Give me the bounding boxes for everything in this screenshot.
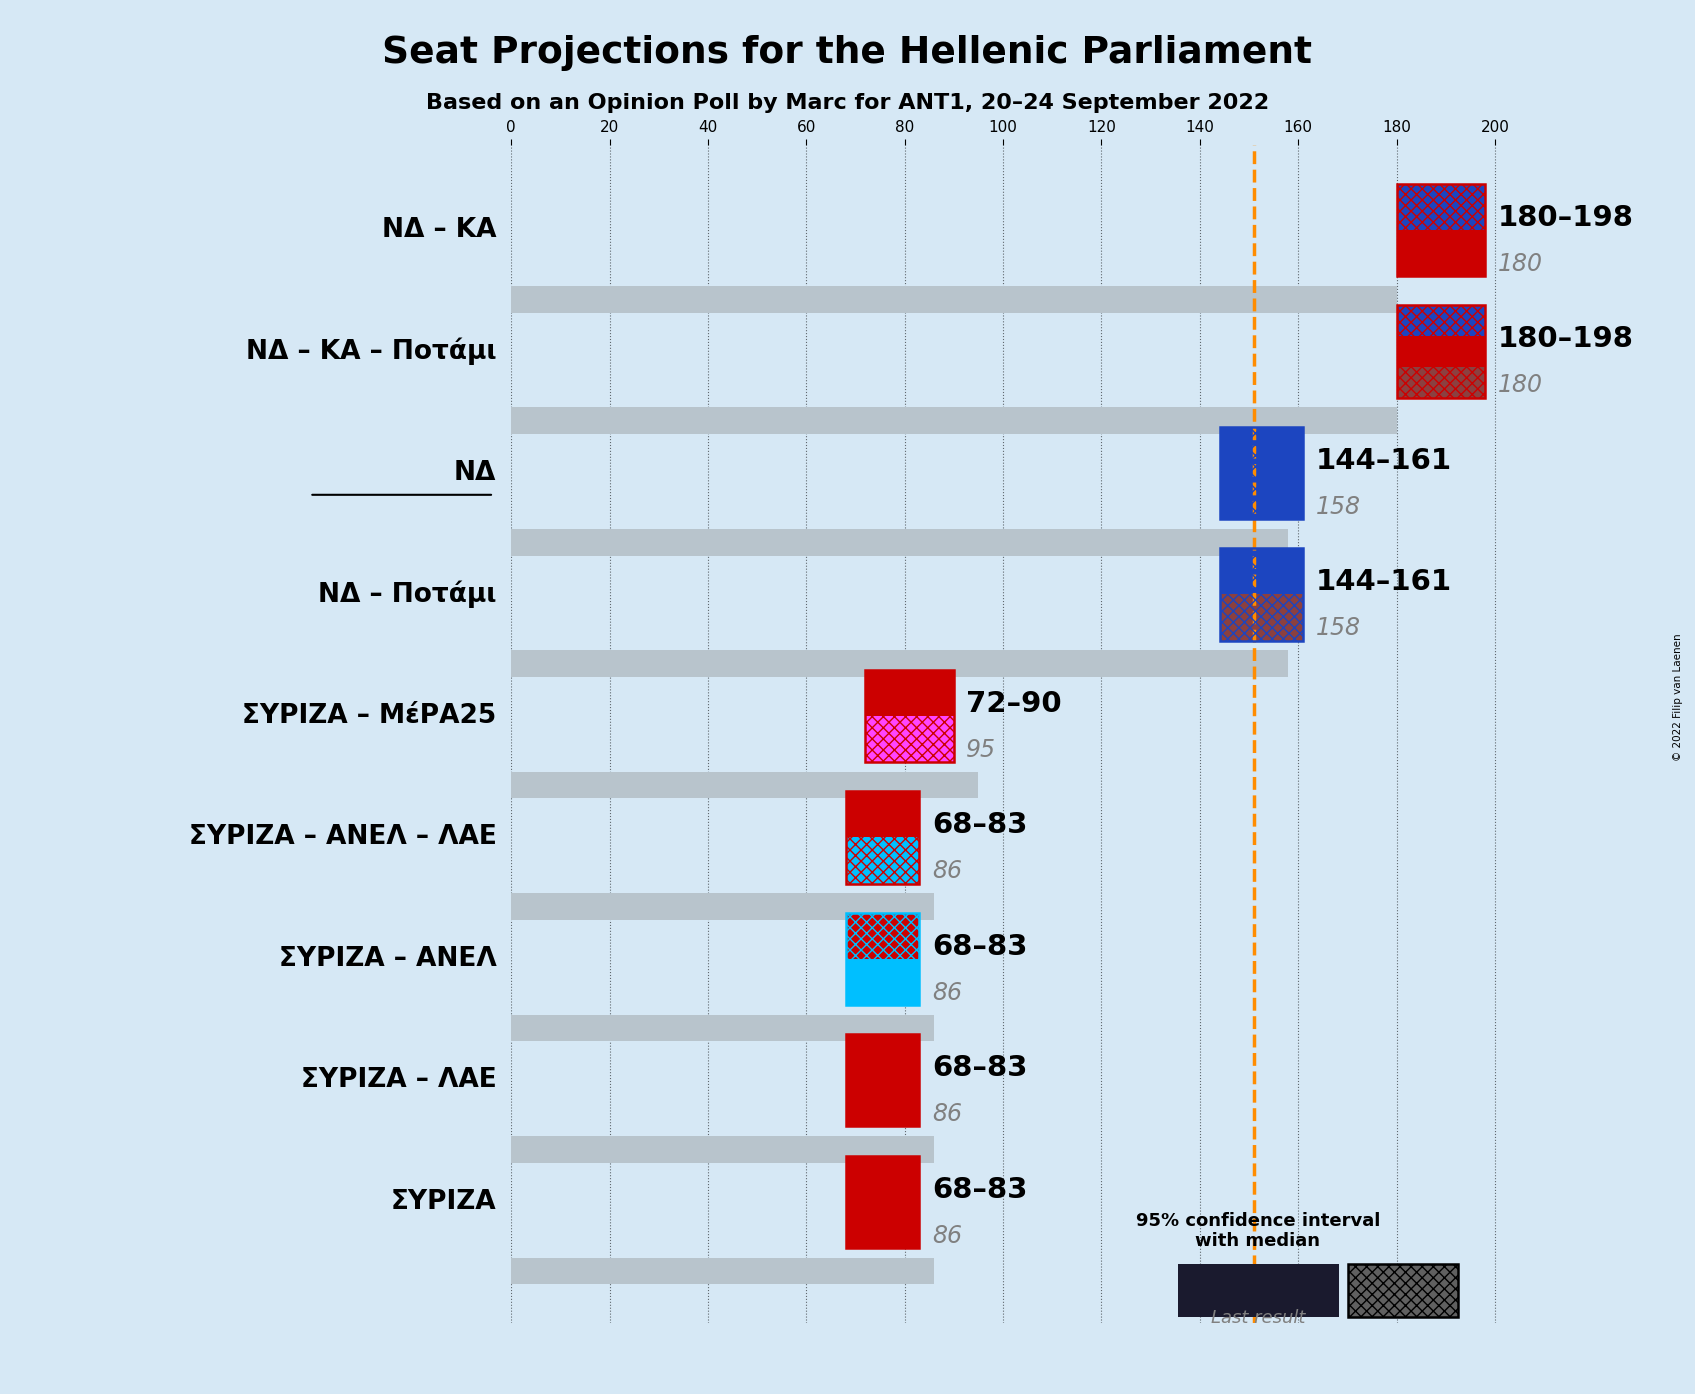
Bar (846, 1034, 919, 1126)
Bar (846, 838, 919, 884)
Text: 68–83: 68–83 (932, 1054, 1027, 1082)
Text: Seat Projections for the Hellenic Parliament: Seat Projections for the Hellenic Parlia… (383, 35, 1312, 71)
Bar (1397, 184, 1485, 230)
Text: © 2022 Filip van Laenen: © 2022 Filip van Laenen (1673, 633, 1683, 761)
Bar (1219, 594, 1303, 641)
Bar (512, 286, 1397, 312)
Bar (512, 1257, 934, 1284)
Bar (846, 1156, 919, 1248)
Bar (512, 407, 1397, 434)
Text: 95: 95 (966, 737, 997, 763)
Text: ΝΔ – ΚΑ – Ποτάμι: ΝΔ – ΚΑ – Ποτάμι (246, 337, 497, 365)
Bar (846, 1156, 919, 1248)
Bar (1397, 367, 1485, 397)
Text: ΝΔ – Ποτάμι: ΝΔ – Ποτάμι (319, 581, 497, 608)
Bar (866, 669, 954, 717)
Text: 95% confidence interval
with median: 95% confidence interval with median (1136, 1211, 1380, 1250)
Bar (1397, 184, 1485, 276)
Bar (846, 913, 919, 959)
Bar (1219, 427, 1303, 519)
Text: 86: 86 (932, 1224, 961, 1248)
Text: ΣΥΡΙΖΑ – ΑΝΕΛ: ΣΥΡΙΖΑ – ΑΝΕΛ (278, 945, 497, 972)
Bar (866, 717, 954, 763)
Text: 144–161: 144–161 (1315, 569, 1451, 597)
Text: 86: 86 (932, 1103, 961, 1126)
Text: ΝΔ – ΚΑ: ΝΔ – ΚΑ (381, 217, 497, 243)
Bar (1397, 305, 1485, 336)
Bar (846, 913, 919, 1005)
Bar (1397, 230, 1485, 276)
Text: Based on an Opinion Poll by Marc for ANT1, 20–24 September 2022: Based on an Opinion Poll by Marc for ANT… (425, 93, 1270, 113)
Text: ΣΥΡΙΖΑ: ΣΥΡΙΖΑ (392, 1189, 497, 1214)
Text: 72–90: 72–90 (966, 690, 1061, 718)
Bar (512, 1136, 934, 1163)
Text: 68–83: 68–83 (932, 933, 1027, 960)
Bar (512, 772, 978, 799)
Text: 68–83: 68–83 (932, 1175, 1027, 1203)
Text: 158: 158 (1315, 616, 1361, 640)
Text: 144–161: 144–161 (1315, 447, 1451, 475)
Bar (512, 894, 934, 920)
Text: ΣΥΡΙΖΑ – ΑΝΕΛ – ΛΑΕ: ΣΥΡΙΖΑ – ΑΝΕΛ – ΛΑΕ (188, 824, 497, 850)
Bar (1397, 305, 1485, 397)
Text: Last result: Last result (1210, 1309, 1305, 1327)
Bar (846, 959, 919, 1005)
Bar (1219, 427, 1303, 519)
Text: 86: 86 (932, 859, 961, 884)
Bar (846, 1034, 919, 1126)
Text: 68–83: 68–83 (932, 811, 1027, 839)
Text: 86: 86 (932, 981, 961, 1005)
Text: 180–198: 180–198 (1497, 204, 1634, 231)
Bar (512, 528, 1288, 556)
Bar (1219, 548, 1303, 594)
Text: 180: 180 (1497, 374, 1542, 397)
Text: ΣΥΡΙΖΑ – ΜέΡΑ25: ΣΥΡΙΖΑ – ΜέΡΑ25 (242, 703, 497, 729)
Text: 158: 158 (1315, 495, 1361, 519)
Bar (846, 792, 919, 884)
Text: ΣΥΡΙΖΑ – ΛΑΕ: ΣΥΡΙΖΑ – ΛΑΕ (300, 1068, 497, 1093)
Bar (1219, 548, 1303, 641)
Bar (512, 650, 1288, 677)
Text: 180–198: 180–198 (1497, 325, 1634, 353)
Bar (846, 792, 919, 838)
Bar (866, 669, 954, 763)
Bar (1397, 336, 1485, 367)
Bar (512, 1015, 934, 1041)
Text: ΝΔ: ΝΔ (454, 460, 497, 487)
Text: 180: 180 (1497, 252, 1542, 276)
